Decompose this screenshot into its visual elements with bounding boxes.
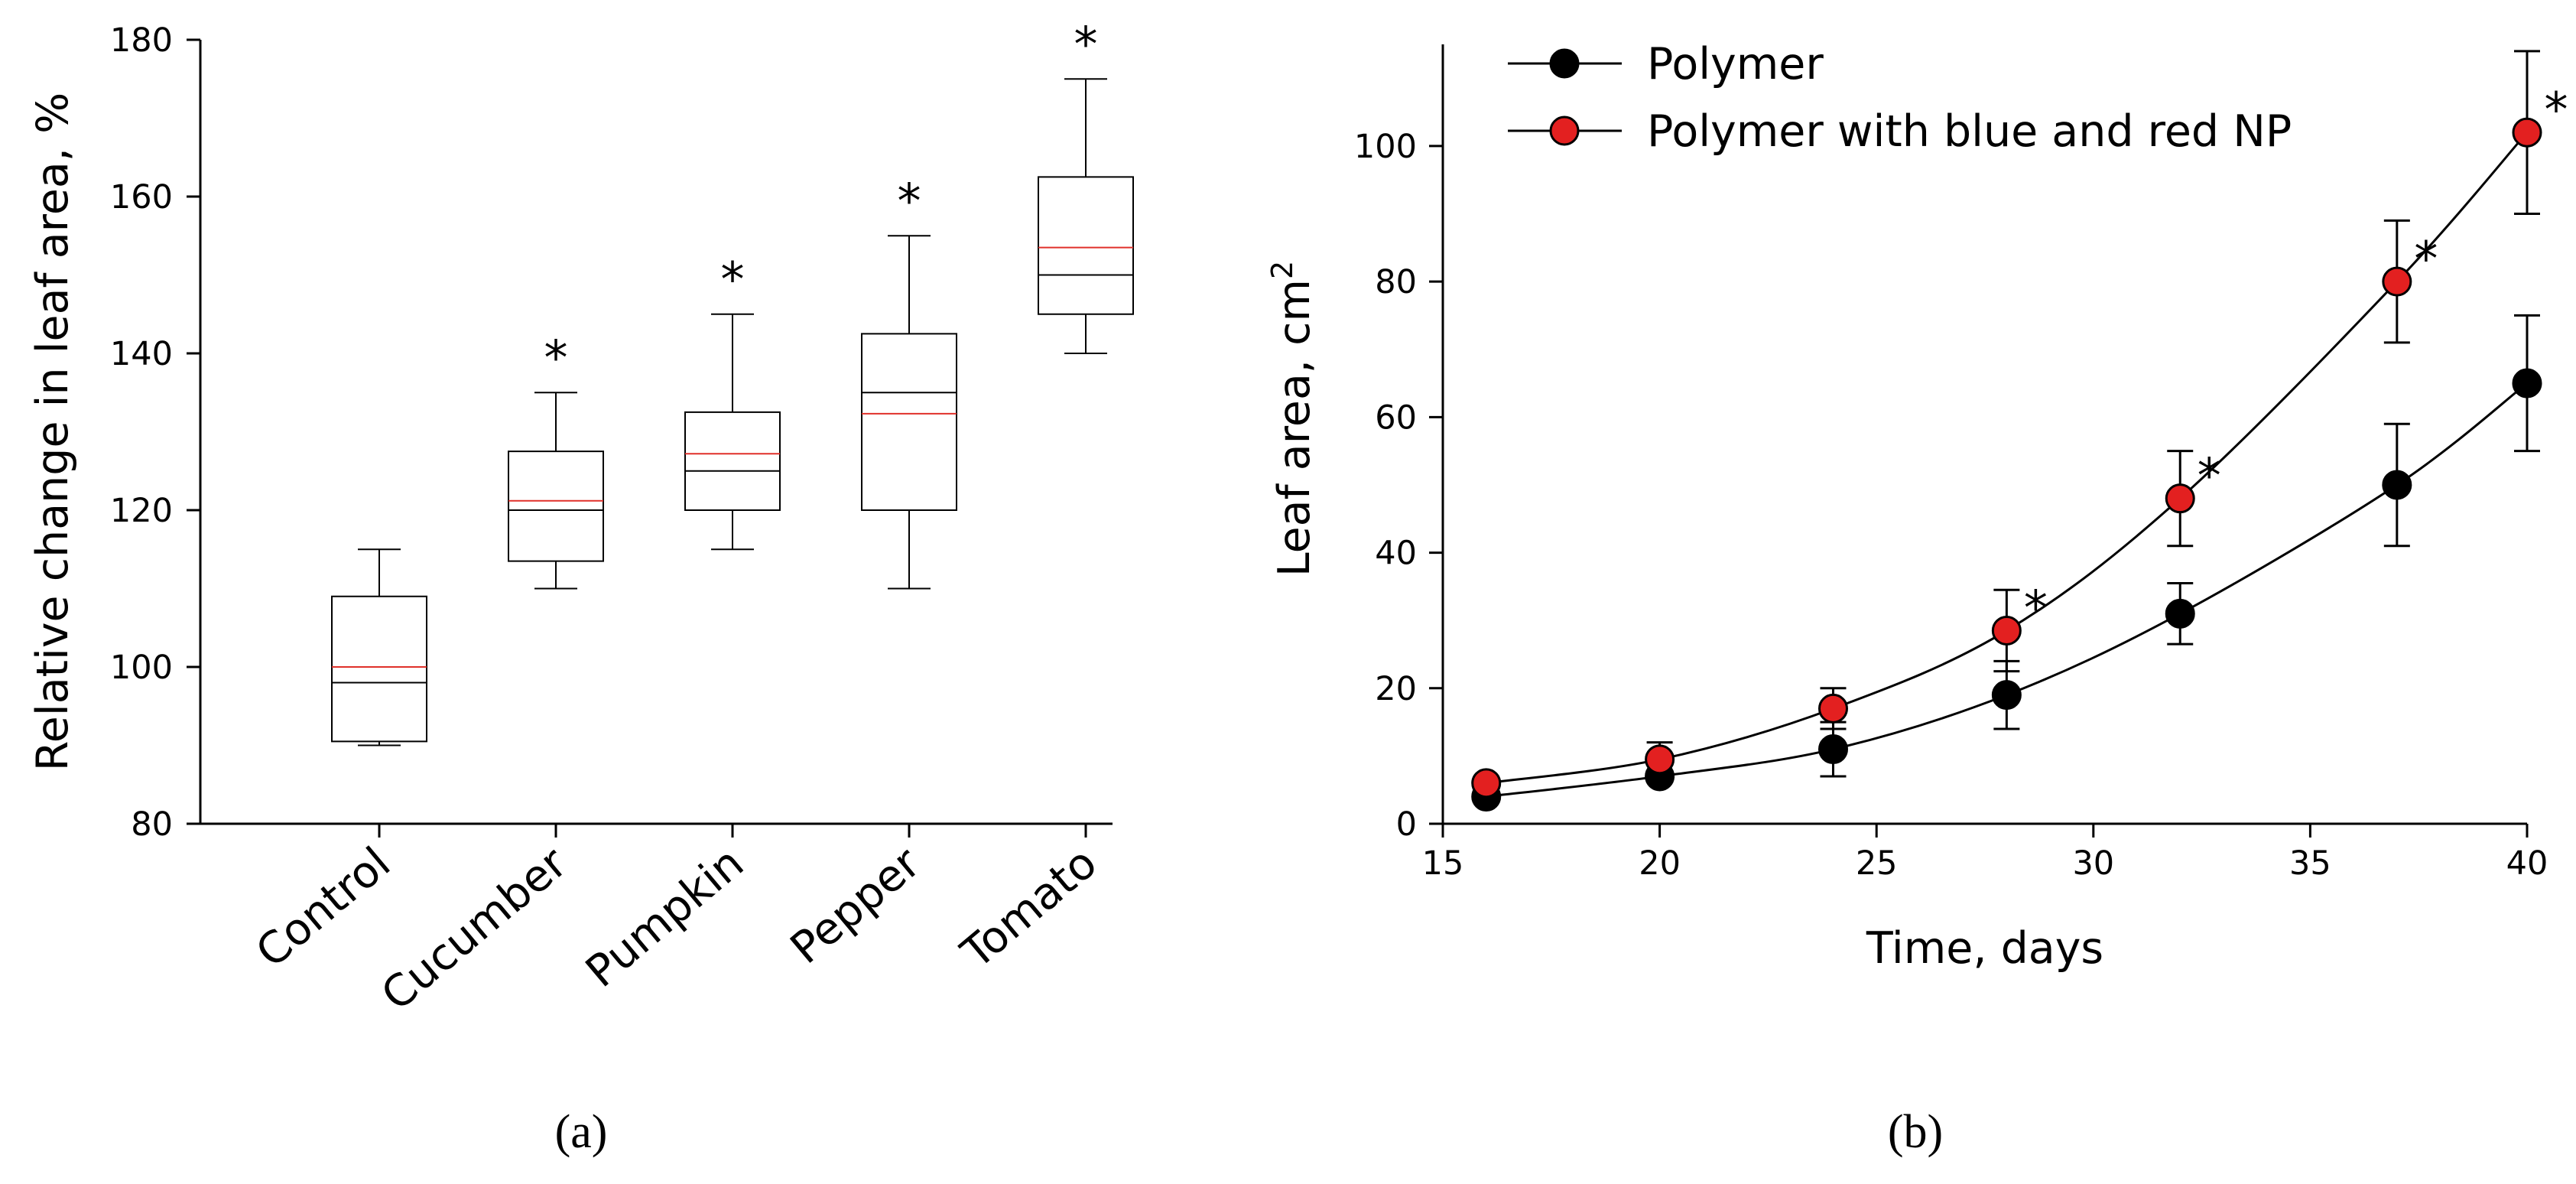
- y-tick-label: 100: [110, 649, 173, 687]
- category-label: Pumpkin: [577, 838, 753, 997]
- panel-label-b: (b): [1888, 1106, 1943, 1158]
- line-chart: 0 20 40 60 80 100 15 20 25 30 35 40 Time, days Leaf a…: [1265, 39, 2568, 974]
- y-tick-label: 80: [1375, 263, 1417, 301]
- significance-star: *: [721, 252, 745, 307]
- series-polymer: [1471, 314, 2542, 812]
- legend-marker: [1549, 115, 1580, 146]
- interquartile-box: [861, 333, 957, 511]
- y-tick-label: 40: [1375, 535, 1417, 573]
- significance-star: *: [2414, 231, 2438, 287]
- y-tick-label: 120: [110, 492, 173, 530]
- legend-item: Polymer with blue and red NP: [1508, 106, 2292, 157]
- legend-marker: [1549, 48, 1580, 79]
- y-tick-label: 160: [110, 178, 173, 216]
- y-tick-label: 140: [110, 335, 173, 373]
- interquartile-box: [1038, 176, 1134, 315]
- interquartile-box: [331, 595, 427, 743]
- data-point: [2512, 368, 2542, 398]
- legend: Polymer Polymer with blue and red NP: [1508, 39, 2292, 157]
- data-point: [1645, 744, 1675, 775]
- x-tick-label: 35: [2289, 844, 2331, 883]
- y-axis-title: Relative change in leaf area, %: [28, 93, 78, 771]
- box-plot-chart: 80 100 120 140 160 180 Relative change in leaf…: [28, 16, 1134, 1021]
- box-pumpkin: *: [684, 252, 781, 551]
- panel-label-a: (a): [555, 1106, 608, 1158]
- data-point: [1991, 680, 2022, 711]
- legend-label: Polymer: [1647, 39, 1824, 89]
- significance-star: *: [2545, 82, 2568, 138]
- significance-star: *: [898, 173, 921, 229]
- data-point: [1817, 693, 1848, 724]
- category-label: Pepper: [781, 838, 931, 974]
- significance-star: *: [544, 330, 568, 385]
- y-tick-label: 0: [1396, 805, 1417, 844]
- x-tick-label: 25: [1856, 844, 1898, 883]
- significance-star: *: [2024, 580, 2048, 636]
- y-axis-title-superscript: 2: [1265, 261, 1299, 279]
- x-axis-title: Time, days: [1866, 923, 2103, 974]
- y-axis-title: Leaf area, cm2: [1265, 261, 1320, 577]
- box-control: [331, 548, 427, 747]
- x-tick-label: 15: [1422, 844, 1464, 883]
- data-point: [2512, 117, 2542, 148]
- category-label: Control: [247, 838, 400, 977]
- y-axis-title-text: Leaf area, cm: [1269, 279, 1320, 577]
- interquartile-box: [508, 451, 604, 562]
- data-point: [2165, 598, 2195, 629]
- category-label: Tomato: [952, 838, 1106, 979]
- legend-item: Polymer: [1508, 39, 1824, 89]
- category-label: Cucumber: [372, 838, 577, 1021]
- legend-label: Polymer with blue and red NP: [1647, 106, 2292, 157]
- data-point: [1471, 768, 1502, 799]
- x-tick-label: 20: [1639, 844, 1681, 883]
- y-tick-label: 180: [110, 21, 173, 60]
- y-tick-label: 60: [1375, 398, 1417, 437]
- series-polymer-np: * * * *: [1471, 50, 2568, 799]
- data-point: [2382, 266, 2412, 297]
- box-cucumber: *: [508, 330, 604, 590]
- y-tick-label: 80: [131, 805, 173, 844]
- x-tick-label: 40: [2506, 844, 2548, 883]
- data-point: [1817, 734, 1848, 765]
- box-pepper: *: [861, 173, 957, 590]
- y-tick-label: 20: [1375, 670, 1417, 708]
- data-point: [2382, 470, 2412, 500]
- x-tick-label: 30: [2072, 844, 2114, 883]
- data-point: [2165, 483, 2195, 514]
- y-tick-label: 100: [1354, 128, 1417, 166]
- box-tomato: *: [1038, 16, 1134, 354]
- significance-star: *: [2198, 448, 2221, 504]
- significance-star: *: [1074, 16, 1098, 72]
- interquartile-box: [684, 411, 781, 511]
- data-point: [1991, 615, 2022, 646]
